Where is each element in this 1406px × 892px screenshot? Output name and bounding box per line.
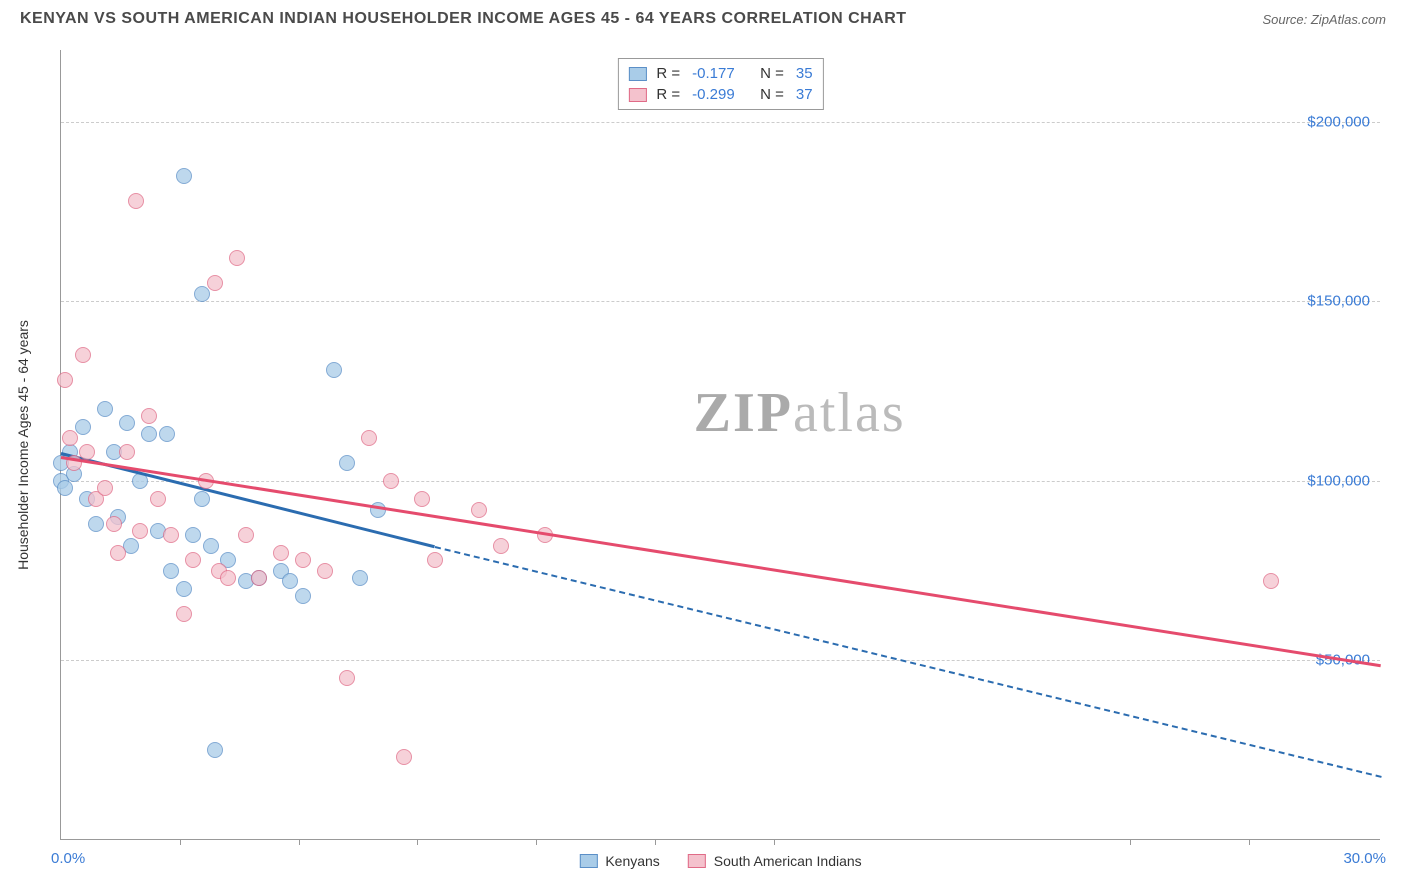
- x-axis-end-label: 30.0%: [1343, 850, 1386, 867]
- n-value: 35: [796, 65, 813, 82]
- stats-row: R = -0.177 N = 35: [628, 63, 812, 84]
- data-point: [273, 545, 289, 561]
- chart-plot-area: Householder Income Ages 45 - 64 years ZI…: [60, 50, 1380, 840]
- y-axis-title: Householder Income Ages 45 - 64 years: [15, 320, 31, 570]
- x-tick: [774, 839, 775, 845]
- source-label: Source: ZipAtlas.com: [1262, 12, 1386, 27]
- data-point: [383, 473, 399, 489]
- chart-title: KENYAN VS SOUTH AMERICAN INDIAN HOUSEHOL…: [20, 10, 907, 28]
- gridline: [61, 301, 1380, 302]
- data-point: [110, 545, 126, 561]
- r-value: -0.299: [692, 86, 750, 103]
- x-tick: [180, 839, 181, 845]
- data-point: [220, 570, 236, 586]
- data-point: [414, 491, 430, 507]
- data-point: [229, 250, 245, 266]
- n-label: N =: [760, 65, 784, 82]
- data-point: [295, 552, 311, 568]
- data-point: [339, 670, 355, 686]
- gridline: [61, 660, 1380, 661]
- correlation-stats-box: R = -0.177 N = 35 R = -0.299 N = 37: [617, 58, 823, 110]
- r-label: R =: [656, 86, 680, 103]
- data-point: [176, 581, 192, 597]
- legend: Kenyans South American Indians: [579, 853, 861, 869]
- data-point: [352, 570, 368, 586]
- x-axis-start-label: 0.0%: [51, 850, 85, 867]
- legend-swatch: [628, 88, 646, 102]
- data-point: [326, 362, 342, 378]
- data-point: [471, 502, 487, 518]
- data-point: [339, 455, 355, 471]
- data-point: [75, 419, 91, 435]
- data-point: [106, 516, 122, 532]
- data-point: [163, 563, 179, 579]
- data-point: [317, 563, 333, 579]
- data-point: [97, 401, 113, 417]
- legend-swatch: [628, 67, 646, 81]
- data-point: [203, 538, 219, 554]
- x-tick: [417, 839, 418, 845]
- legend-item: South American Indians: [688, 853, 862, 869]
- data-point: [159, 426, 175, 442]
- legend-label: South American Indians: [714, 853, 862, 869]
- data-point: [79, 444, 95, 460]
- data-point: [141, 426, 157, 442]
- legend-label: Kenyans: [605, 853, 659, 869]
- data-point: [141, 408, 157, 424]
- data-point: [176, 168, 192, 184]
- data-point: [361, 430, 377, 446]
- data-point: [176, 606, 192, 622]
- watermark: ZIPatlas: [694, 381, 906, 445]
- data-point: [427, 552, 443, 568]
- data-point: [238, 527, 254, 543]
- data-point: [282, 573, 298, 589]
- legend-swatch: [688, 854, 706, 868]
- data-point: [295, 588, 311, 604]
- n-value: 37: [796, 86, 813, 103]
- data-point: [132, 523, 148, 539]
- x-tick: [1130, 839, 1131, 845]
- x-tick: [655, 839, 656, 845]
- r-label: R =: [656, 65, 680, 82]
- x-tick: [536, 839, 537, 845]
- data-point: [207, 742, 223, 758]
- data-point: [119, 444, 135, 460]
- trend-line: [61, 456, 1381, 667]
- data-point: [88, 516, 104, 532]
- data-point: [62, 430, 78, 446]
- data-point: [57, 372, 73, 388]
- legend-item: Kenyans: [579, 853, 659, 869]
- data-point: [128, 193, 144, 209]
- x-tick: [1249, 839, 1250, 845]
- data-point: [207, 275, 223, 291]
- data-point: [251, 570, 267, 586]
- data-point: [163, 527, 179, 543]
- data-point: [194, 491, 210, 507]
- data-point: [396, 749, 412, 765]
- x-tick: [299, 839, 300, 845]
- data-point: [150, 491, 166, 507]
- y-tick-label: $150,000: [1307, 293, 1370, 310]
- y-tick-label: $200,000: [1307, 113, 1370, 130]
- data-point: [493, 538, 509, 554]
- n-label: N =: [760, 86, 784, 103]
- data-point: [185, 552, 201, 568]
- r-value: -0.177: [692, 65, 750, 82]
- legend-swatch: [579, 854, 597, 868]
- data-point: [75, 347, 91, 363]
- y-tick-label: $100,000: [1307, 472, 1370, 489]
- data-point: [57, 480, 73, 496]
- data-point: [194, 286, 210, 302]
- data-point: [1263, 573, 1279, 589]
- gridline: [61, 481, 1380, 482]
- stats-row: R = -0.299 N = 37: [628, 84, 812, 105]
- data-point: [185, 527, 201, 543]
- data-point: [119, 415, 135, 431]
- data-point: [97, 480, 113, 496]
- gridline: [61, 122, 1380, 123]
